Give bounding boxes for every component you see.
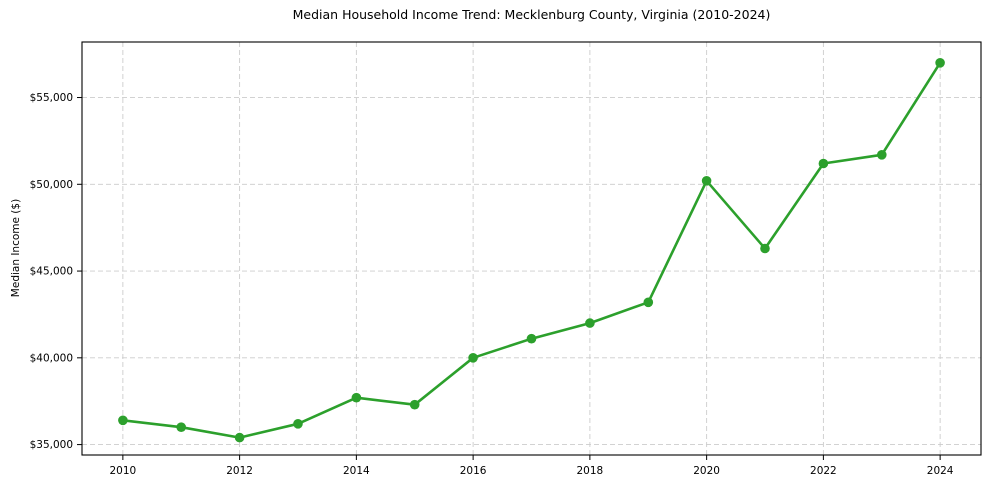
x-tick-label: 2014 xyxy=(343,465,370,477)
data-point-2023 xyxy=(877,150,887,160)
data-point-2016 xyxy=(468,353,478,363)
data-point-2019 xyxy=(643,297,654,308)
data-point-2020 xyxy=(701,176,712,186)
data-point-2011 xyxy=(176,422,186,433)
y-axis-label: Median Income ($) xyxy=(10,198,22,298)
x-tick-label: 2018 xyxy=(577,465,604,477)
y-tick-label: $55,000 xyxy=(30,92,73,104)
data-point-2018 xyxy=(585,318,595,328)
y-tick-label: $45,000 xyxy=(30,266,73,278)
data-point-2024 xyxy=(935,58,945,68)
x-tick-label: 2010 xyxy=(109,465,136,477)
chart-title: Median Household Income Trend: Mecklenbu… xyxy=(292,7,771,22)
y-tick-label: $35,000 xyxy=(30,439,73,451)
data-point-2021 xyxy=(760,243,770,254)
x-tick-label: 2024 xyxy=(927,465,954,477)
x-tick-label: 2012 xyxy=(226,465,253,477)
data-point-2015 xyxy=(409,399,420,410)
plot-border xyxy=(81,41,982,456)
y-tick-label: $40,000 xyxy=(30,352,73,364)
x-tick-label: 2016 xyxy=(460,465,487,477)
x-tick-label: 2022 xyxy=(810,465,837,477)
x-tick-label: 2020 xyxy=(693,465,720,477)
data-point-2017 xyxy=(526,333,537,344)
trend-line xyxy=(121,61,942,439)
y-tick-label: $50,000 xyxy=(30,179,73,191)
data-point-2014 xyxy=(351,392,362,403)
data-point-2013 xyxy=(293,419,303,429)
data-point-2022 xyxy=(818,158,829,169)
data-point-2012 xyxy=(234,432,245,443)
data-point-2010 xyxy=(118,415,128,426)
